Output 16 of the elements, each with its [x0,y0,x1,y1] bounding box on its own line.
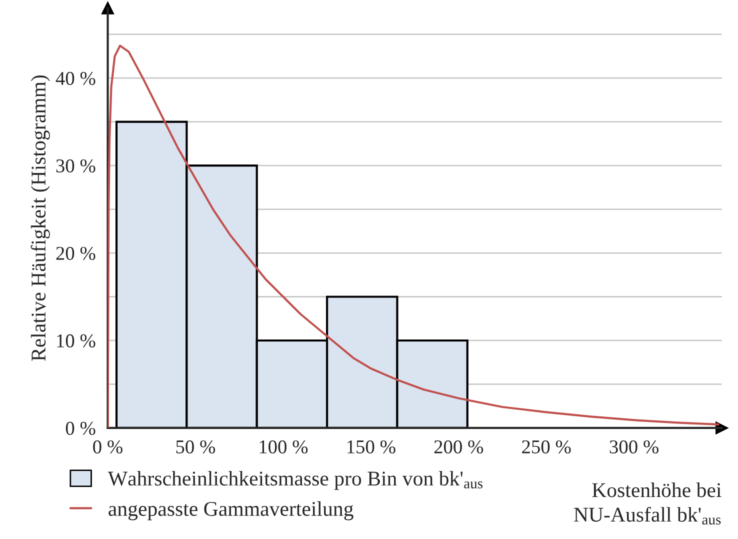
y-tick-label: 0 % [66,422,96,435]
x-tick-label: 150 % [347,440,396,454]
x-tick-label: 250 % [522,440,571,454]
x-tick-label: 300 % [610,440,658,454]
x-tick-label: 100 % [260,440,308,454]
y-tick-label: 20 % [56,246,96,260]
x-tick-label: 0 % [93,440,122,454]
legend-label: angepasste Gammaverteilung [108,501,354,520]
x-tick-label: 50 % [176,440,216,454]
y-axis-title: Relative Häufigkeit (Histogramm) [30,75,50,361]
x-tick-label: 200 % [434,440,484,454]
y-tick-label: 30 % [56,159,96,173]
x-axis-title: Kostenhöhe bei NU-Ausfall bk'$_{aus}$ [574,482,722,525]
y-tick-label: 40 % [56,72,96,86]
legend-label: Wahrscheinlichkeitsmasse pro Bin von bk'$_{aus}$ [108,470,483,490]
y-tick-label: 10 % [57,334,96,348]
